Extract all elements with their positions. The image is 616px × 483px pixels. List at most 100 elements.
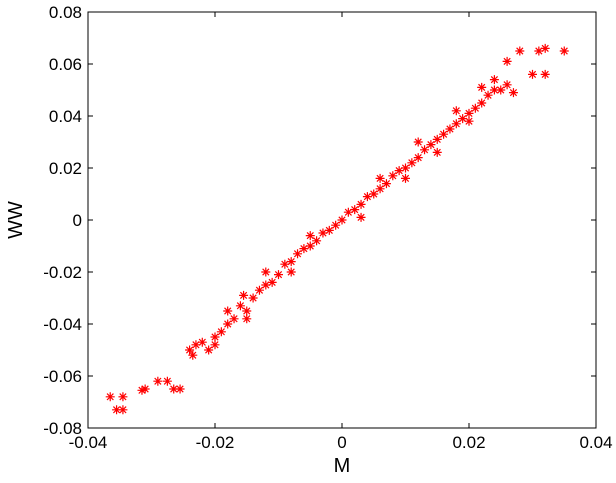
y-tick-label: -0.06 (43, 367, 82, 386)
scatter-point (185, 345, 195, 355)
scatter-point (248, 293, 258, 303)
y-axis-label: WW (5, 201, 27, 239)
scatter-point (502, 80, 512, 90)
scatter-point (489, 75, 499, 85)
scatter-point (242, 306, 252, 316)
scatter-point (439, 129, 449, 139)
scatter-point (175, 384, 185, 394)
y-tick-label: -0.08 (43, 419, 82, 438)
scatter-point (267, 277, 277, 287)
scatter-point (223, 306, 233, 316)
x-tick-label: -0.02 (196, 433, 235, 452)
scatter-point (153, 376, 163, 386)
y-tick-label: -0.02 (43, 263, 82, 282)
scatter-point (515, 46, 525, 56)
scatter-point (280, 259, 290, 269)
scatter-point (229, 314, 239, 324)
scatter-point (235, 301, 245, 311)
scatter-point (261, 280, 271, 290)
scatter-point (118, 405, 128, 415)
scatter-point (356, 212, 366, 222)
scatter-point (305, 241, 315, 251)
scatter-point (432, 134, 442, 144)
scatter-point (162, 376, 172, 386)
scatter-point (394, 166, 404, 176)
scatter-point (254, 285, 264, 295)
scatter-point (324, 225, 334, 235)
scatter-point (137, 385, 147, 395)
scatter-point (261, 267, 271, 277)
scatter-point (356, 199, 366, 209)
scatter-point (375, 184, 385, 194)
scatter-point (502, 56, 512, 66)
x-tick-label: 0.02 (452, 433, 485, 452)
scatter-point (188, 350, 198, 360)
scatter-point (343, 207, 353, 217)
scatter-point (140, 384, 150, 394)
x-tick-label: 0 (337, 433, 346, 452)
scatter-point (169, 384, 179, 394)
scatter-point (464, 116, 474, 126)
y-tick-label: 0.08 (49, 3, 82, 22)
scatter-point (508, 88, 518, 98)
x-axis-label: M (334, 455, 351, 477)
scatter-point (407, 158, 417, 168)
scatter-point (528, 69, 537, 79)
scatter-point (331, 220, 341, 230)
y-tick-label: 0.02 (49, 159, 82, 178)
scatter-point (426, 140, 436, 150)
scatter-point (197, 337, 207, 347)
scatter-point (223, 319, 233, 329)
scatter-point (362, 192, 372, 202)
scatter-point (337, 215, 347, 225)
scatter-point (210, 340, 220, 350)
scatter-point (375, 173, 385, 183)
scatter-point (388, 171, 398, 181)
scatter-point (216, 327, 226, 337)
y-tick-label: -0.04 (43, 315, 82, 334)
scatter-point (489, 85, 499, 95)
x-tick-label: -0.04 (69, 433, 108, 452)
scatter-point (464, 108, 474, 118)
scatter-point (293, 249, 303, 259)
scatter-point (451, 106, 461, 116)
scatter-point (105, 392, 115, 402)
scatter-point (286, 257, 296, 267)
y-tick-label: 0.06 (49, 55, 82, 74)
scatter-point (112, 405, 122, 415)
scatter-point (286, 267, 296, 277)
scatter-point (401, 173, 410, 183)
scatter-point (401, 163, 410, 173)
scatter-point (350, 205, 360, 215)
scatter-point (305, 231, 315, 241)
scatter-point (118, 392, 128, 402)
scatter-point (191, 340, 201, 350)
scatter-point (239, 290, 249, 300)
scatter-point (312, 236, 322, 246)
scatter-point (470, 103, 480, 113)
scatter-point (477, 98, 487, 108)
scatter-point (299, 244, 309, 254)
scatter-point (483, 90, 493, 100)
scatter-point (204, 345, 214, 355)
scatter-point (318, 228, 328, 238)
scatter-point (559, 46, 569, 56)
scatter-point (413, 137, 423, 147)
scatter-point (210, 332, 220, 342)
scatter-point (458, 114, 468, 124)
scatter-point (381, 179, 391, 189)
scatter-point (496, 85, 506, 95)
scatter-point (432, 147, 442, 157)
scatter-point (451, 119, 461, 129)
scatter-point (242, 314, 252, 324)
scatter-point (540, 69, 550, 79)
y-tick-label: 0.04 (49, 107, 82, 126)
scatter-point (534, 46, 544, 56)
scatter-point (274, 270, 283, 280)
scatter-point (477, 82, 487, 92)
scatter-point (413, 153, 423, 163)
scatter-point (369, 189, 379, 199)
y-tick-label: 0 (73, 211, 82, 230)
scatter-point (540, 43, 550, 53)
